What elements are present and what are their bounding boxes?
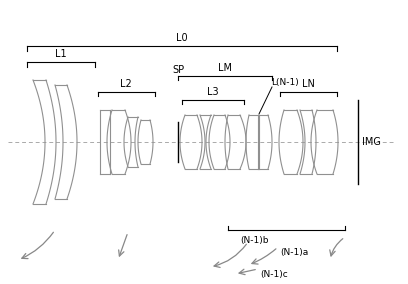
Text: L(N-1): L(N-1) (271, 78, 299, 87)
Text: LN: LN (302, 79, 315, 89)
Text: SP: SP (172, 65, 184, 75)
Text: (N-1)c: (N-1)c (260, 270, 288, 279)
Text: L1: L1 (55, 49, 67, 59)
Text: IMG: IMG (362, 137, 381, 147)
Text: L2: L2 (120, 79, 132, 89)
Text: L3: L3 (207, 87, 219, 97)
Text: (N-1)a: (N-1)a (280, 247, 308, 256)
Text: (N-1)b: (N-1)b (240, 236, 268, 245)
Text: L0: L0 (176, 33, 188, 43)
Text: LM: LM (218, 63, 232, 73)
